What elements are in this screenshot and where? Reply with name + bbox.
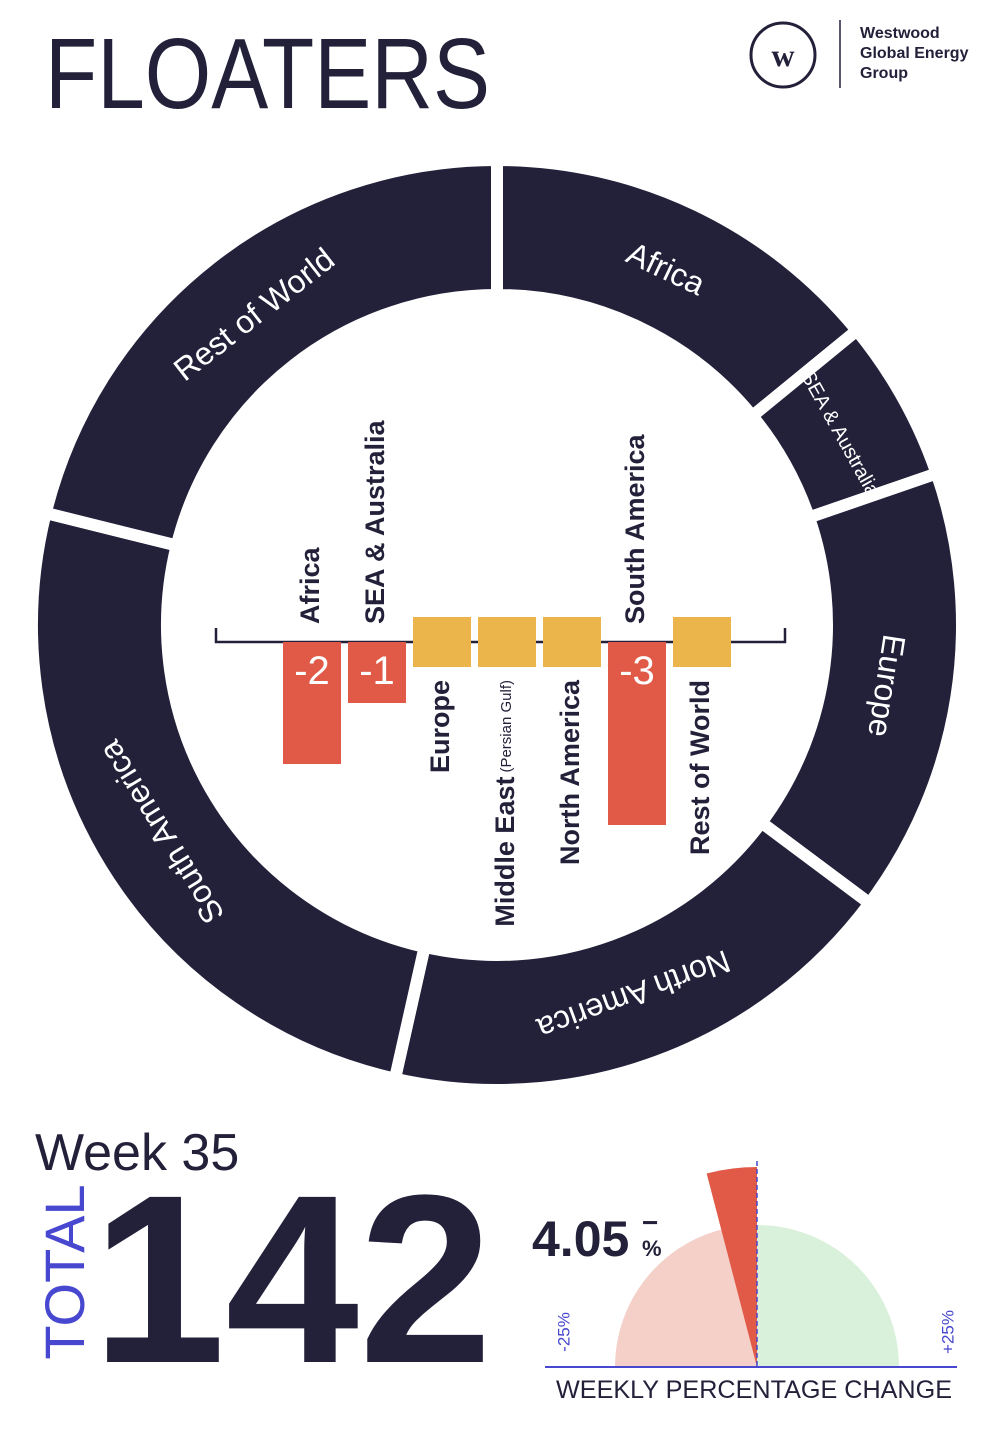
bar — [673, 617, 731, 667]
total-label: TOTAL — [33, 1184, 96, 1359]
bar-category-label: Middle East — [490, 777, 520, 927]
bar-category-label: North America — [555, 679, 585, 865]
bar-category-label: Middle East (Persian Gulf) — [490, 680, 520, 927]
bar — [348, 642, 406, 703]
bar — [543, 617, 601, 667]
bar-category-label: SEA & Australia — [360, 419, 390, 624]
bar-value-label: -3 — [619, 649, 655, 693]
bar — [478, 617, 536, 667]
bar-category-label: Europe — [425, 680, 455, 773]
bar-category-label: Rest of World — [685, 680, 715, 855]
title: FLOATERS — [45, 18, 490, 130]
bar-category-label: Rest of World — [685, 680, 715, 855]
gauge-value-unit: % — [642, 1236, 662, 1261]
bar-category-label: North America — [555, 679, 585, 865]
week: Week 35 — [35, 1124, 239, 1182]
bar-category-label: Africa — [295, 546, 325, 624]
bar-category-note: (Persian Gulf) — [498, 680, 515, 773]
gauge-positive-zone — [757, 1225, 899, 1367]
logo-mark: w — [771, 37, 794, 73]
logo-ring — [749, 21, 817, 89]
bar — [283, 642, 341, 764]
gauge-value-label: 4.05 — [532, 1211, 629, 1267]
bar-category-label: South America — [620, 433, 650, 624]
gauge-tick-label: +25% — [938, 1310, 957, 1354]
bar-value-label: -2 — [294, 649, 330, 693]
total-value: 142 — [92, 1145, 492, 1413]
gauge-value-sign: − — [642, 1207, 658, 1238]
logo-text: Global Energy — [860, 45, 969, 62]
donut-segment — [38, 153, 503, 553]
bar-category-label: Europe — [425, 680, 455, 773]
logo-text: Group — [860, 65, 908, 82]
gauge-negative-zone — [615, 1225, 757, 1367]
gauge-axis-label: WEEKLY PERCENTAGE CHANGE — [556, 1376, 952, 1404]
bar — [608, 642, 666, 825]
donut-segment — [387, 814, 878, 1096]
gauge-tick-label: -25% — [554, 1312, 573, 1352]
logo-text: Westwood — [860, 25, 940, 42]
bar-value-label: -1 — [359, 649, 395, 693]
gauge-wedge — [706, 1167, 757, 1367]
bar — [413, 617, 471, 667]
donut-segment — [26, 505, 432, 1086]
